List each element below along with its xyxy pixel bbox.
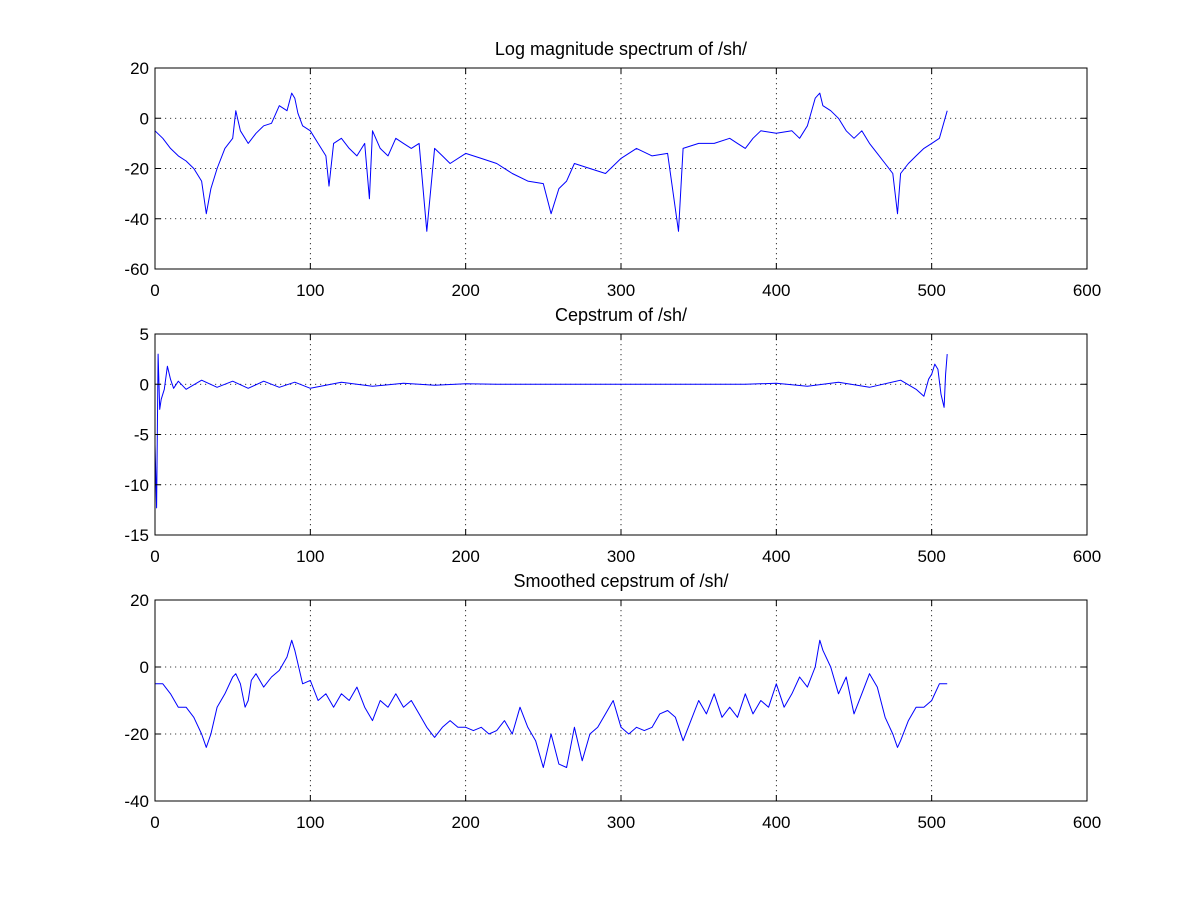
x-tick-label: 500	[917, 813, 945, 832]
x-tick-label: 200	[451, 281, 479, 300]
x-tick-label: 300	[607, 281, 635, 300]
series-line-1	[154, 92, 948, 232]
y-tick-label: -20	[124, 725, 149, 744]
x-tick-label: 100	[296, 281, 324, 300]
x-tick-label: 200	[451, 547, 479, 566]
x-tick-label: 400	[762, 281, 790, 300]
y-tick-label: 20	[130, 59, 149, 78]
y-tick-label: -15	[124, 526, 149, 545]
y-tick-label: 20	[130, 591, 149, 610]
y-tick-label: -40	[124, 792, 149, 811]
x-tick-label: 300	[607, 547, 635, 566]
x-tick-label: 400	[762, 813, 790, 832]
y-tick-label: 0	[140, 375, 149, 394]
x-tick-label: 0	[150, 813, 159, 832]
x-tick-label: 600	[1073, 281, 1101, 300]
subplot-title: Cepstrum of /sh/	[555, 305, 687, 325]
subplot-3: 0 100 200 300 400 500 600 -40 -20 0 20 Smoothed cep…	[124, 571, 1101, 832]
y-tick-label: -20	[124, 160, 149, 179]
subplot-2: 0 100 200 300 400 500 600 -15 -10 -5 0 5 Cepstrum of…	[124, 305, 1101, 566]
x-tick-label: 300	[607, 813, 635, 832]
y-tick-label: 0	[140, 109, 149, 128]
x-tick-label: 100	[296, 547, 324, 566]
y-tick-label: -60	[124, 260, 149, 279]
x-tick-label: 100	[296, 813, 324, 832]
subplot-title: Smoothed cepstrum of /sh/	[513, 571, 728, 591]
x-tick-label: 0	[150, 281, 159, 300]
y-tick-label: -5	[134, 426, 149, 445]
subplot-1: 0 100 200 300 400 500 600 -60 -40 -20 0 20 Log magni…	[124, 39, 1101, 300]
series-line-1	[154, 353, 948, 509]
x-tick-label: 0	[150, 547, 159, 566]
x-tick-label: 400	[762, 547, 790, 566]
y-tick-label: 5	[140, 325, 149, 344]
series-line-1	[155, 639, 948, 768]
y-tick-label: -40	[124, 210, 149, 229]
x-tick-label: 600	[1073, 813, 1101, 832]
subplot-title: Log magnitude spectrum of /sh/	[495, 39, 747, 59]
x-tick-label: 500	[917, 281, 945, 300]
y-tick-label: 0	[140, 658, 149, 677]
x-tick-label: 600	[1073, 547, 1101, 566]
x-tick-label: 200	[451, 813, 479, 832]
y-tick-label: -10	[124, 476, 149, 495]
x-tick-label: 500	[917, 547, 945, 566]
